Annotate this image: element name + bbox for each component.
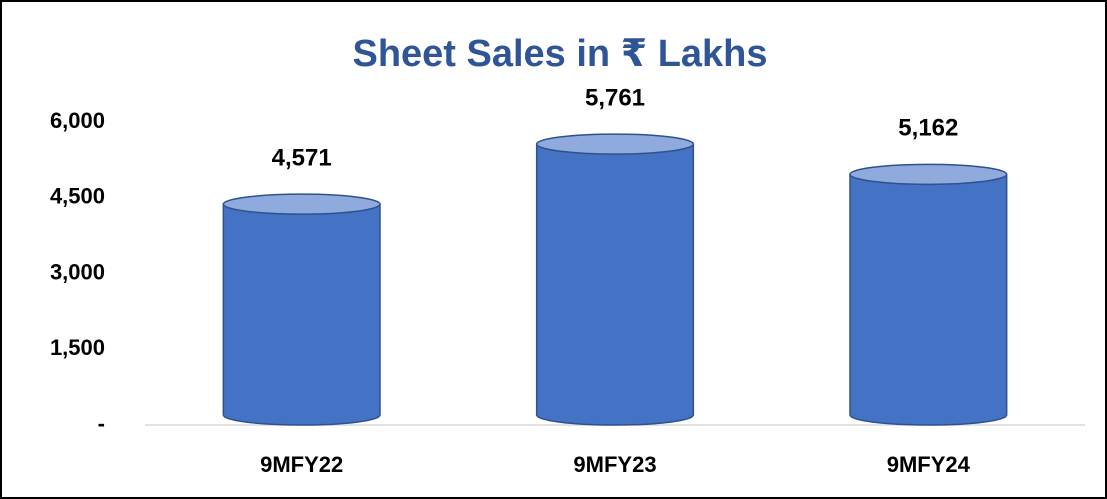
y-tick-label: -	[98, 411, 105, 436]
y-tick-label: 6,000	[50, 108, 105, 133]
x-tick-label: 9MFY24	[887, 452, 971, 477]
y-tick-label: 3,000	[50, 259, 105, 284]
value-label: 5,162	[898, 115, 958, 142]
x-tick-label: 9MFY23	[573, 452, 656, 477]
bar	[535, 143, 695, 426]
bar	[222, 203, 381, 426]
bar-top	[535, 133, 695, 155]
bar-top	[849, 163, 1008, 186]
chart-title: Sheet Sales in ₹ Lakhs	[352, 33, 767, 75]
bar-top	[222, 193, 381, 215]
x-tick-label: 9MFY22	[260, 452, 343, 477]
bar	[849, 173, 1008, 426]
y-tick-label: 1,500	[50, 335, 105, 360]
y-tick-label: 4,500	[50, 184, 105, 209]
value-label: 5,761	[585, 84, 645, 111]
value-label: 4,571	[272, 145, 332, 172]
